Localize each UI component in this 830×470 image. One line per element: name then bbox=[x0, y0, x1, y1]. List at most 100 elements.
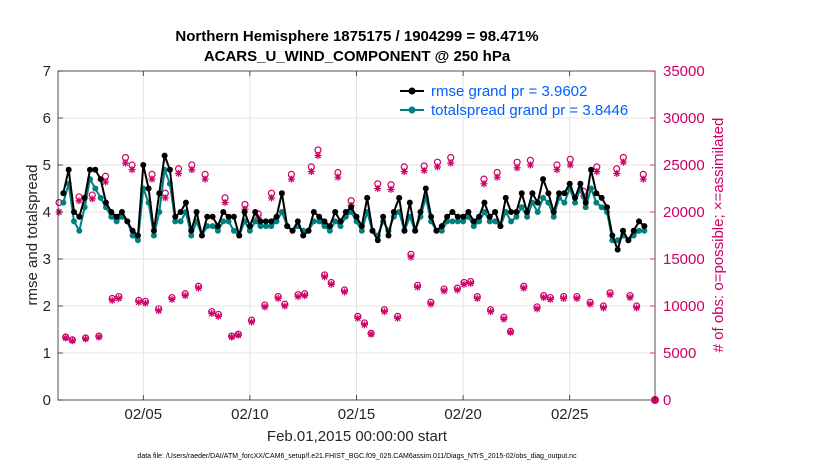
obs-assimilated-marker bbox=[553, 166, 561, 174]
rmse-point bbox=[342, 209, 349, 215]
obs-assimilated-stroke bbox=[447, 160, 454, 167]
obs-assimilated-stroke bbox=[328, 281, 335, 288]
rmse-point bbox=[550, 209, 557, 215]
rmse-point bbox=[561, 190, 568, 197]
rmse-point bbox=[97, 176, 104, 183]
rmse-point bbox=[209, 213, 216, 220]
obs-assimilated-stroke bbox=[494, 174, 501, 181]
rmse-point bbox=[417, 209, 424, 215]
totalspread-point bbox=[588, 185, 595, 192]
obs-assimilated-stroke bbox=[361, 321, 368, 328]
rmse-point bbox=[438, 223, 445, 230]
y-right-tick-label: 10000 bbox=[663, 298, 705, 315]
rmse-point bbox=[294, 218, 301, 225]
obs-assimilated-stroke bbox=[613, 170, 620, 177]
y-left-tick-label: 5 bbox=[43, 157, 51, 174]
rmse-point bbox=[422, 185, 429, 192]
obs-assimilated-stroke bbox=[387, 186, 395, 193]
totalspread-point bbox=[92, 185, 99, 192]
totalspread-point bbox=[593, 199, 600, 206]
obs-assimilated-stroke bbox=[514, 164, 521, 171]
rmse-point bbox=[193, 209, 200, 215]
x-tick-label: 02/25 bbox=[551, 406, 589, 423]
obs-assimilated-stroke bbox=[228, 333, 235, 341]
obs-assimilated-marker bbox=[307, 168, 315, 176]
rmse-point bbox=[481, 199, 488, 206]
totalspread-point bbox=[598, 204, 605, 211]
totalspread-point bbox=[60, 199, 67, 206]
totalspread-point bbox=[518, 204, 525, 211]
obs-assimilated-stroke bbox=[295, 293, 302, 300]
totalspread-point bbox=[513, 213, 520, 220]
rmse-point bbox=[593, 190, 600, 197]
rmse-point bbox=[310, 209, 317, 215]
y-right-tick-label: 25000 bbox=[663, 157, 705, 174]
totalspread-point bbox=[214, 227, 221, 234]
rmse-point bbox=[401, 227, 408, 234]
obs-assimilated-stroke bbox=[500, 316, 507, 323]
totalspread-point bbox=[76, 227, 83, 234]
obs-assimilated-marker bbox=[121, 159, 129, 167]
rmse-point bbox=[636, 218, 643, 225]
rmse-point bbox=[529, 190, 536, 197]
rmse-point bbox=[278, 190, 285, 197]
obs-assimilated-marker bbox=[88, 195, 96, 203]
obs-assimilated-marker bbox=[354, 314, 362, 322]
rmse-point bbox=[172, 213, 179, 220]
y-left-tick-label: 0 bbox=[43, 392, 51, 409]
obs-assimilated-marker bbox=[102, 178, 110, 186]
y-left-axis-label: rmse and totalspread bbox=[24, 165, 41, 306]
obs-assimilated-marker bbox=[453, 286, 461, 294]
totalspread-point bbox=[550, 213, 557, 220]
obs-assimilated-marker bbox=[75, 197, 83, 205]
rmse-point bbox=[305, 227, 312, 234]
obs-assimilated-marker bbox=[175, 169, 183, 177]
totalspread-point bbox=[70, 218, 77, 225]
legend-marker-rmse bbox=[408, 87, 416, 95]
obs-assimilated-stroke bbox=[368, 331, 375, 338]
y-left-axis-ticks: 0 1 2 3 4 5 6 7 bbox=[43, 63, 63, 409]
rmse-point bbox=[492, 209, 499, 215]
rmse-point bbox=[108, 209, 115, 215]
obs-assimilated-stroke bbox=[288, 176, 295, 183]
obs-assimilated-stroke bbox=[454, 286, 461, 294]
totalspread-point bbox=[220, 218, 227, 225]
totalspread-point bbox=[572, 199, 579, 206]
rmse-point bbox=[476, 213, 483, 220]
rmse-point bbox=[353, 213, 360, 220]
y-right-axis-ticks: 0 5000 10000 15000 20000 25000 30000 35000 bbox=[650, 63, 705, 409]
totalspread-point bbox=[486, 218, 493, 225]
obs-assimilated-marker bbox=[380, 308, 388, 316]
chart-title-line2: ACARS_U_WIND_COMPONENT @ 250 hPa bbox=[204, 48, 511, 65]
rmse-point bbox=[140, 162, 147, 168]
obs-assimilated-marker bbox=[334, 173, 342, 181]
rmse-point bbox=[497, 223, 504, 230]
obs-assimilated-marker bbox=[367, 330, 375, 338]
rmse-point bbox=[609, 232, 616, 239]
rmse-point bbox=[145, 185, 152, 192]
obs-assimilated-marker bbox=[546, 295, 554, 303]
rmse-point bbox=[374, 237, 381, 244]
rmse-point bbox=[241, 209, 248, 215]
obs-assimilated-marker bbox=[407, 253, 415, 261]
obs-assimilated-marker bbox=[268, 194, 276, 202]
obs-assimilated-stroke bbox=[434, 163, 441, 170]
rmse-point bbox=[289, 227, 296, 234]
obs-assimilated-stroke bbox=[275, 295, 282, 302]
totalspread-point bbox=[262, 223, 269, 230]
obs-assimilated-stroke bbox=[467, 280, 474, 287]
y-right-tick-label: 0 bbox=[663, 392, 671, 409]
obs-assimilated-marker bbox=[613, 169, 621, 177]
obs-assimilated-stroke bbox=[587, 301, 594, 308]
rmse-point bbox=[572, 194, 579, 201]
rmse-point bbox=[300, 232, 307, 239]
rmse-point bbox=[630, 227, 637, 234]
series-lines bbox=[60, 152, 648, 253]
obs-assimilated-stroke bbox=[102, 178, 109, 185]
rmse-point bbox=[540, 176, 547, 183]
obs-assimilated-stroke bbox=[640, 176, 647, 183]
obs-assimilated-stroke bbox=[62, 334, 69, 341]
rmse-point bbox=[556, 190, 563, 197]
totalspread-point bbox=[561, 199, 568, 206]
obs-assimilated-stroke bbox=[567, 161, 574, 169]
